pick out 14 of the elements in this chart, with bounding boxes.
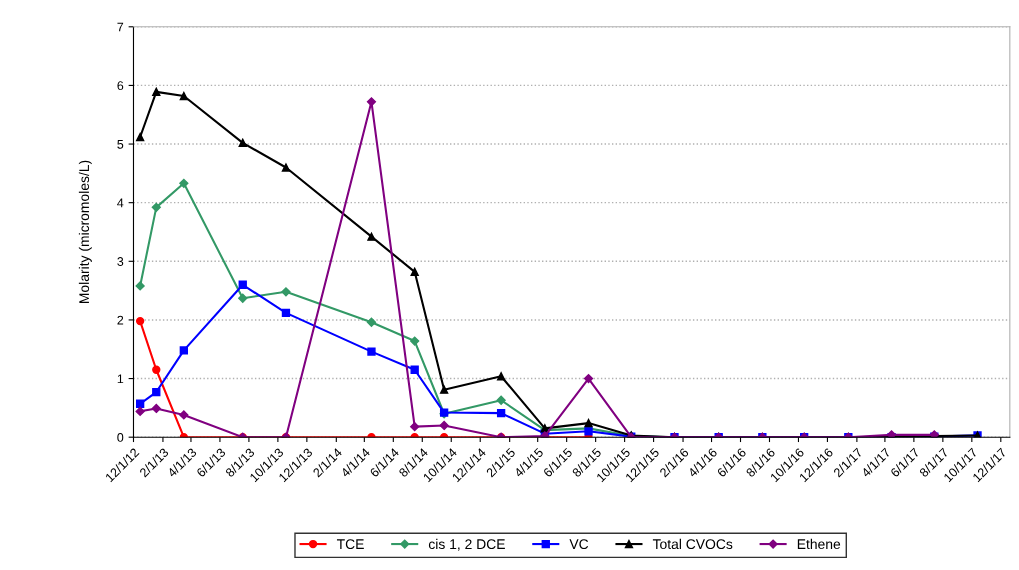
y-tick-label: 0: [117, 432, 124, 442]
y-tick-label: 3: [117, 257, 124, 266]
legend-label: cis 1, 2 DCE: [428, 538, 505, 551]
legend-label: Ethene: [797, 538, 841, 550]
y-tick-label: 2: [117, 315, 124, 325]
y-tick-label: 1: [117, 374, 124, 384]
legend-label: Total CVOCs: [652, 538, 733, 550]
y-tick-label: 5: [117, 139, 124, 149]
y-axis-title: Molarity (micromoles/L): [78, 160, 92, 303]
y-tick-label: 7: [117, 22, 124, 32]
legend-label: TCE: [336, 539, 364, 550]
y-tick-label: 4: [117, 198, 124, 208]
y-tick-label: 6: [117, 81, 124, 91]
legend-label: VC: [569, 539, 589, 550]
